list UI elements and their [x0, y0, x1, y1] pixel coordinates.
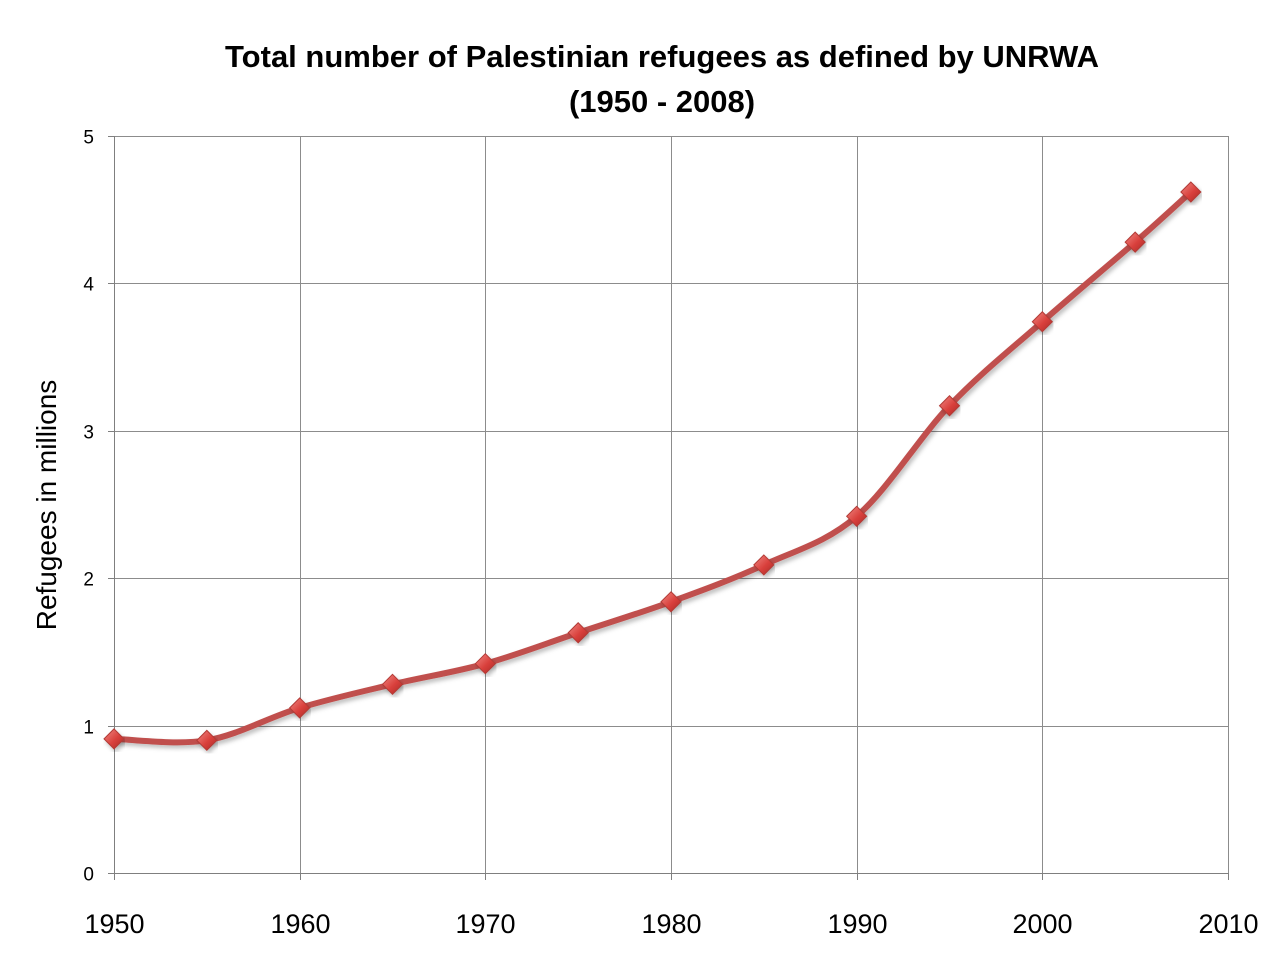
data-point-1975: [567, 622, 589, 644]
y-axis-ticks: 0 1 2 3 4 5: [83, 128, 94, 886]
data-point-1995: [938, 395, 961, 417]
x-tick-label-1990: 1990: [827, 909, 887, 939]
series-refugees: [111, 189, 1194, 746]
x-tick-label-1980: 1980: [641, 909, 701, 939]
y-tick-label-4: 4: [83, 275, 94, 296]
data-point-1985: [753, 554, 775, 576]
data-point-2008: [1180, 181, 1202, 203]
data-point-1980: [660, 591, 682, 613]
chart-title-line-2: (1950 - 2008): [569, 84, 755, 119]
chart-title-line-1: Total number of Palestinian refugees as …: [225, 39, 1099, 74]
data-point-2000: [1031, 311, 1054, 333]
x-tick-label-1950: 1950: [84, 909, 144, 939]
data-point-1965: [381, 673, 404, 696]
y-tick-label-3: 3: [83, 423, 94, 444]
x-tick-label-2010: 2010: [1198, 909, 1258, 939]
series-line-0: [111, 189, 1194, 746]
data-point-1960: [288, 697, 311, 719]
y-tick-label-5: 5: [83, 128, 94, 149]
gridlines: [114, 136, 1229, 874]
data-point-1950: [103, 728, 125, 750]
x-tick-label-2000: 2000: [1012, 909, 1072, 939]
data-point-1990: [845, 505, 868, 527]
data-point-1970: [474, 652, 497, 675]
axes: [108, 135, 1230, 880]
series-markers: [103, 181, 1202, 752]
data-point-1955: [196, 729, 218, 752]
data-point-2005: [1124, 231, 1146, 253]
x-tick-label-1960: 1960: [270, 909, 330, 939]
y-axis-label: Refugees in millions: [31, 380, 62, 631]
x-tick-label-1970: 1970: [455, 909, 515, 939]
y-tick-label-0: 0: [83, 865, 94, 886]
x-axis-ticks: 1950 1960 1970 1980 1990 2000 2010: [84, 909, 1258, 939]
y-tick-label-2: 2: [83, 570, 94, 591]
y-tick-label-1: 1: [83, 718, 94, 739]
